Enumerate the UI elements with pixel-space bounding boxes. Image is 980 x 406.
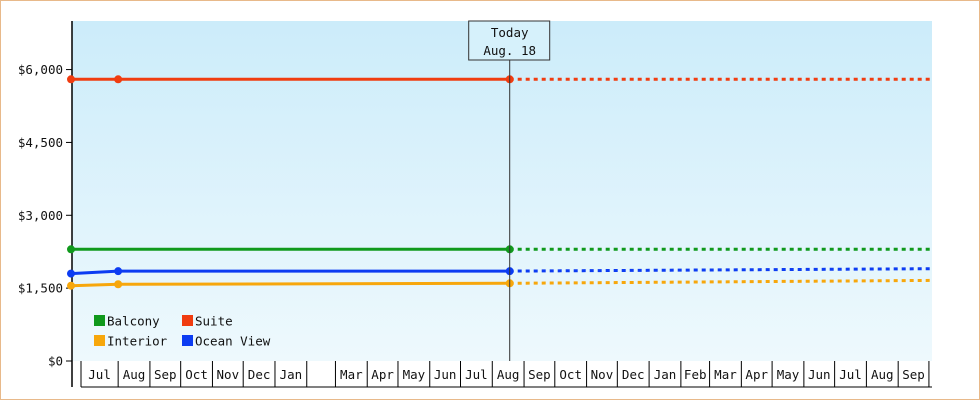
x-tick-label: Aug	[871, 367, 894, 382]
legend-label: Suite	[195, 314, 233, 329]
x-tick-label: Aug	[123, 367, 146, 382]
data-point	[67, 75, 75, 84]
data-point	[114, 280, 123, 289]
x-tick-label: Nov	[217, 367, 240, 382]
today-label: Today	[491, 25, 529, 40]
x-tick-label: Apr	[745, 367, 768, 382]
data-point	[67, 269, 75, 278]
legend-label: Interior	[107, 334, 168, 349]
x-tick-label: Dec	[622, 367, 645, 382]
x-tick-label: Mar	[714, 367, 737, 382]
x-tick-label: Jun	[434, 367, 457, 382]
legend-swatch	[182, 315, 193, 326]
x-tick-label: Jul	[88, 367, 111, 382]
x-tick-label: May	[777, 367, 800, 382]
y-tick-label: $4,500	[18, 135, 63, 150]
forecast-line	[509, 278, 933, 285]
x-tick-label: Apr	[371, 367, 394, 382]
x-tick-label: Sep	[154, 367, 177, 382]
data-point	[114, 75, 123, 84]
x-tick-label: Nov	[591, 367, 614, 382]
y-tick-label: $1,500	[18, 281, 63, 296]
x-tick-label: Sep	[902, 367, 925, 382]
x-tick-label: Jul	[839, 367, 862, 382]
today-label-box	[468, 20, 551, 61]
legend-swatch	[94, 335, 105, 346]
legend-swatch	[94, 315, 105, 326]
data-point	[67, 245, 75, 254]
forecast-line	[509, 267, 933, 273]
data-point	[114, 267, 123, 276]
legend-label: Balcony	[107, 314, 160, 329]
y-tick-label: $0	[48, 354, 63, 369]
legend-label: Ocean View	[195, 334, 271, 349]
y-tick-label: $3,000	[18, 208, 63, 223]
x-tick-label: Sep	[528, 367, 551, 382]
today-date-label: Aug. 18	[483, 43, 536, 58]
x-tick-label: Aug	[497, 367, 520, 382]
x-tick-label: Jul	[465, 367, 488, 382]
y-tick-label: $6,000	[18, 62, 63, 77]
x-tick-label: Jun	[808, 367, 831, 382]
x-tick-label: Oct	[559, 367, 582, 382]
x-tick-label: Mar	[340, 367, 363, 382]
plot-background	[72, 21, 932, 361]
x-tick-label: May	[403, 367, 426, 382]
x-tick-label: Feb	[684, 367, 707, 382]
data-point	[67, 281, 75, 290]
x-tick-label: Dec	[248, 367, 271, 382]
x-tick-label: Oct	[185, 367, 208, 382]
x-tick-label: Jan	[654, 367, 677, 382]
legend-swatch	[182, 335, 193, 346]
x-tick-label: Jan	[280, 367, 303, 382]
